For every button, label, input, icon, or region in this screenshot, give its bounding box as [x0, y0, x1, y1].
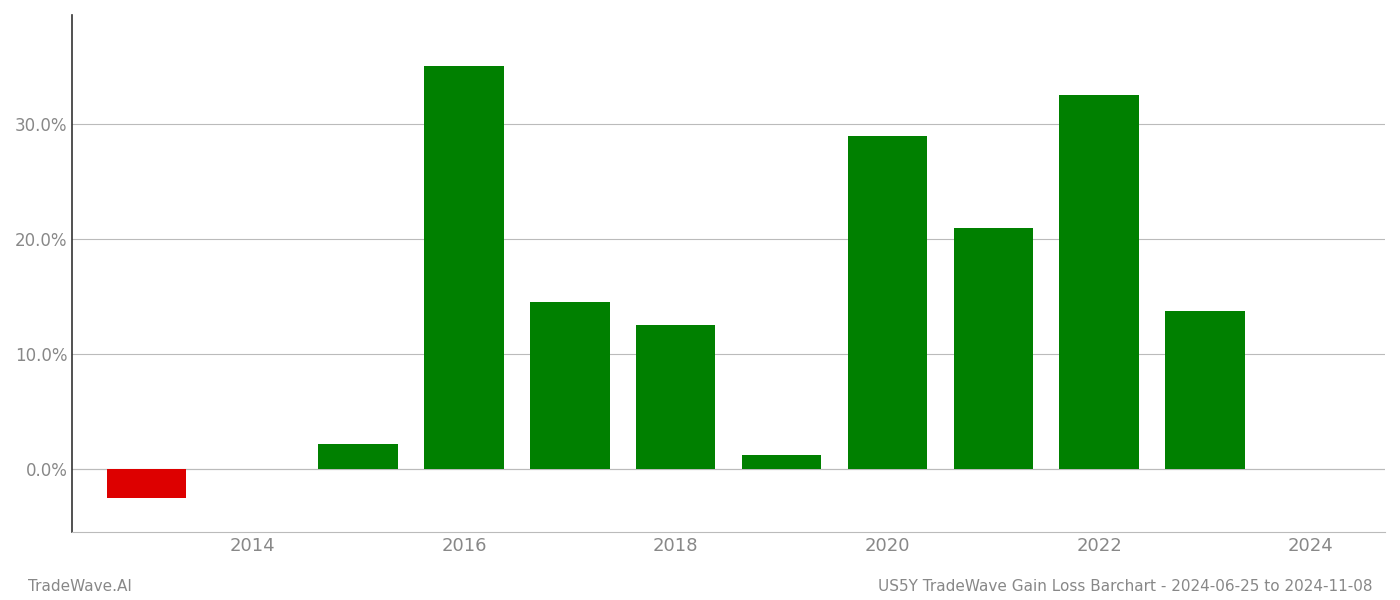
Bar — [742, 455, 822, 469]
Bar — [318, 443, 398, 469]
Bar — [1060, 95, 1138, 469]
Bar — [636, 325, 715, 469]
Bar — [424, 65, 504, 469]
Bar — [531, 302, 609, 469]
Bar — [1165, 311, 1245, 469]
Text: US5Y TradeWave Gain Loss Barchart - 2024-06-25 to 2024-11-08: US5Y TradeWave Gain Loss Barchart - 2024… — [878, 579, 1372, 594]
Bar — [106, 469, 186, 497]
Bar — [848, 136, 927, 469]
Bar — [953, 227, 1033, 469]
Text: TradeWave.AI: TradeWave.AI — [28, 579, 132, 594]
